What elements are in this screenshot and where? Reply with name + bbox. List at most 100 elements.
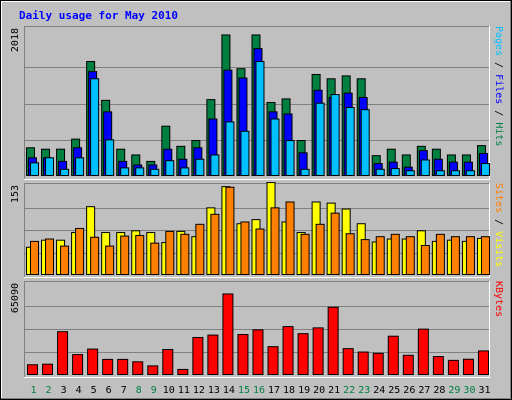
sites-bar — [90, 236, 100, 276]
kbytes-bar — [417, 328, 429, 376]
pages-bar — [435, 170, 445, 177]
sites-bar — [450, 236, 460, 275]
kbytes-bar — [387, 335, 399, 376]
sites-bar — [165, 230, 175, 275]
kbytes-bar — [57, 331, 69, 375]
sites-bar — [360, 239, 370, 275]
pages-bar — [390, 168, 400, 176]
x-tick-label: 8 — [136, 385, 142, 396]
kbytes-bar — [357, 351, 369, 376]
sites-bar — [105, 245, 115, 276]
pages-bar — [315, 102, 325, 176]
sites-bar — [390, 233, 400, 276]
sites-bar — [225, 186, 235, 275]
x-tick-label: 19 — [298, 385, 310, 396]
sites-bar — [330, 212, 340, 276]
x-tick-label: 25 — [388, 385, 400, 396]
kbytes-bar — [477, 350, 489, 376]
hits-panel-legend-part-1: / — [493, 56, 504, 74]
kbytes-bar — [252, 329, 264, 375]
x-tick-label: 16 — [253, 385, 265, 396]
x-tick-label: 15 — [238, 385, 250, 396]
pages-bar — [165, 160, 175, 177]
kbytes-bar — [297, 333, 309, 375]
hits-panel-legend-label: Pages / Files / Hits — [493, 26, 504, 146]
pages-bar — [210, 154, 220, 176]
pages-bar — [105, 139, 115, 177]
x-tick-label: 20 — [313, 385, 325, 396]
x-tick-label: 24 — [373, 385, 385, 396]
x-tick-label: 7 — [121, 385, 127, 396]
x-tick-label: 6 — [106, 385, 112, 396]
sites-bar — [255, 228, 265, 276]
hits-panel-legend-part-3: / — [493, 104, 504, 122]
sites-bar — [375, 236, 385, 275]
kbytes-bar — [87, 348, 99, 376]
kbytes-bar — [207, 334, 219, 375]
hits-panel-legend-part-0: Pages — [493, 26, 504, 56]
pages-bar — [270, 118, 280, 176]
kbytes-bar — [327, 306, 339, 375]
hits-panel-legend-part-4: Hits — [493, 122, 504, 146]
pages-bar — [255, 61, 265, 176]
sites-bar — [465, 236, 475, 275]
kbytes-bar — [27, 364, 38, 376]
x-tick-label: 31 — [478, 385, 490, 396]
sites-bar — [480, 236, 490, 275]
pages-bar — [375, 168, 385, 176]
pages-bar — [285, 140, 295, 176]
x-tick-label: 30 — [463, 385, 475, 396]
kbytes-bar — [147, 365, 159, 376]
x-tick-label: 23 — [358, 385, 370, 396]
x-tick-label: 14 — [223, 385, 235, 396]
x-tick-label: 27 — [418, 385, 430, 396]
x-tick-label: 11 — [178, 385, 190, 396]
x-tick-label: 28 — [433, 385, 445, 396]
x-tick-label: 4 — [76, 385, 82, 396]
hits-panel-ymax-label: 2018 — [10, 28, 21, 52]
kbytes-bar — [72, 354, 84, 375]
hits-panel-legend-part-2: Files — [493, 74, 504, 104]
sites-bar — [195, 223, 205, 276]
sites-bar — [270, 207, 280, 275]
visits-panel-legend-part-2: Visits — [493, 231, 504, 267]
sites-bar — [345, 233, 355, 275]
sites-bar — [150, 242, 160, 276]
chart-panels: 2018 Pages / Files / Hits 153 Sites / Visit… — [10, 26, 504, 378]
kbytes-bar — [447, 359, 459, 375]
pages-bar — [360, 109, 370, 176]
x-tick-label: 13 — [208, 385, 220, 396]
kbytes-bar — [42, 363, 54, 375]
pages-bar — [420, 159, 430, 177]
x-tick-label: 9 — [151, 385, 157, 396]
sites-bar — [45, 238, 55, 276]
x-tick-label: 22 — [343, 385, 355, 396]
pages-bar — [60, 168, 70, 176]
pages-bar — [300, 168, 310, 176]
x-axis-labels: 1 2 3 4 5 6 7 8 9 10 11 12 13 14 15 16 17 18 19 20 21 22 23 24 2… — [31, 385, 491, 396]
pages-bar — [90, 78, 100, 176]
pages-bar — [30, 162, 39, 177]
sites-bar — [405, 236, 415, 275]
kbytes-bar — [432, 356, 444, 375]
x-tick-label: 29 — [448, 385, 460, 396]
sites-bar — [30, 240, 39, 275]
sites-bar — [180, 233, 190, 276]
sites-bar — [285, 201, 295, 275]
kbytes-bar — [372, 352, 384, 375]
pages-bar — [75, 157, 85, 176]
pages-bar — [465, 170, 475, 177]
x-tick-label: 21 — [328, 385, 340, 396]
x-tick-label: 3 — [61, 385, 67, 396]
pages-bar — [345, 107, 355, 176]
kbytes-bar — [267, 346, 279, 375]
pages-bar — [405, 170, 415, 177]
kbytes-panel-legend-label: KBytes — [493, 281, 504, 317]
sites-bar — [135, 235, 145, 275]
kbytes-bar — [132, 361, 144, 376]
sites-bar — [240, 221, 250, 275]
sites-bar — [120, 235, 130, 276]
pages-bar — [135, 167, 145, 176]
kbytes-bar — [462, 358, 474, 375]
